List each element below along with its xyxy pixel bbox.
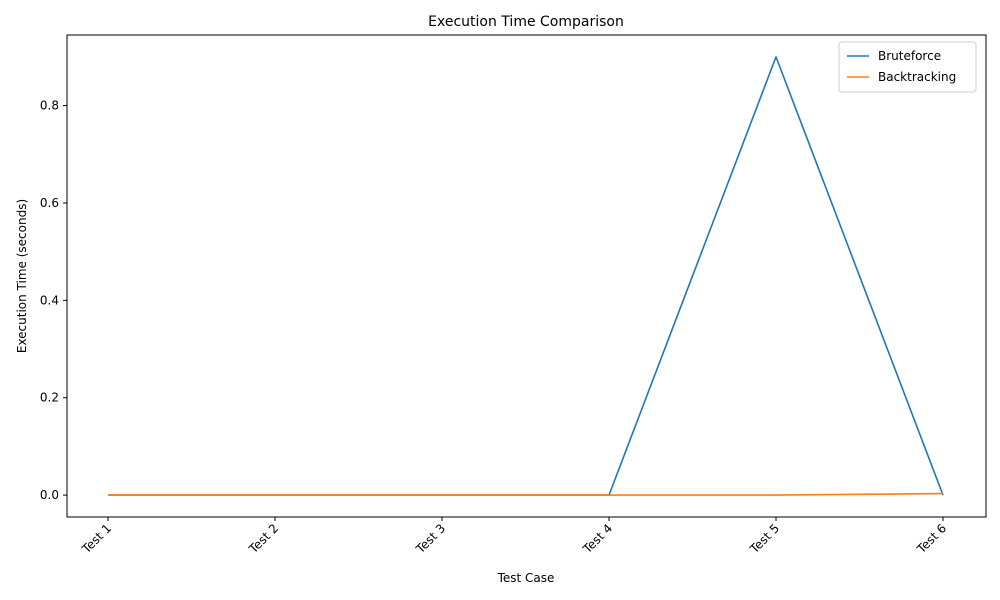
y-tick-label: 0.8: [40, 99, 59, 113]
x-tick-label: Test 2: [246, 521, 281, 556]
x-tick-label: Test 3: [413, 521, 448, 556]
x-axis: Test 1 Test 2 Test 3 Test 4 Test 5 Test 6: [79, 517, 949, 557]
x-tick-label: Test 4: [580, 521, 615, 556]
y-tick-label: 0.4: [40, 293, 59, 307]
x-tick-label: Test 5: [747, 521, 782, 556]
x-tick-label: Test 6: [914, 521, 949, 556]
plot-area: [67, 35, 986, 517]
y-tick-label: 0.2: [40, 391, 59, 405]
legend: Bruteforce Backtracking: [838, 41, 977, 93]
legend-label-backtracking: Backtracking: [878, 70, 956, 84]
y-axis-label: Execution Time (seconds): [15, 199, 29, 353]
y-tick-label: 0.0: [40, 488, 59, 502]
y-axis: 0.0 0.2 0.4 0.6 0.8: [40, 99, 67, 502]
legend-label-bruteforce: Bruteforce: [878, 49, 941, 63]
plot-frame: [66, 34, 987, 518]
series-layer: [108, 56, 944, 496]
x-tick-label: Test 1: [79, 521, 114, 556]
legend-box: [838, 41, 977, 93]
x-axis-label: Test Case: [497, 571, 555, 585]
series-line-backtracking: [108, 492, 944, 496]
chart-title: Execution Time Comparison: [428, 14, 624, 30]
y-tick-label: 0.6: [40, 196, 59, 210]
